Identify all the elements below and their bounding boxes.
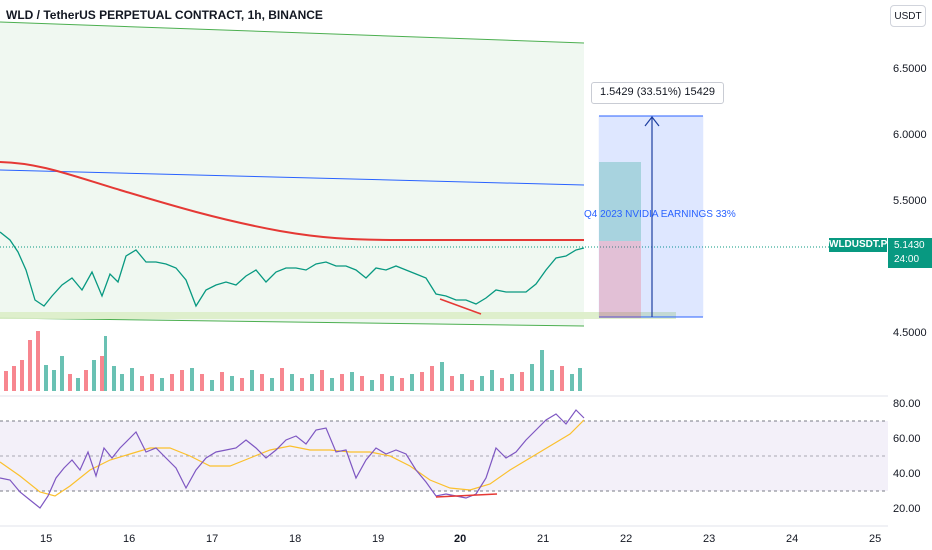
date-tick-18: 18 xyxy=(289,533,301,545)
price-tick-6-0: 6.0000 xyxy=(893,129,927,141)
regression-channel-fill xyxy=(0,22,584,326)
last-price-value: 5.1430 xyxy=(894,240,925,251)
lower-divergence-line[interactable] xyxy=(439,298,482,315)
date-tick-23: 23 xyxy=(703,533,715,545)
rsi-divergence-line[interactable] xyxy=(435,493,498,498)
rsi-tick-20: 20.00 xyxy=(893,503,921,515)
currency-button[interactable]: USDT xyxy=(890,5,926,27)
position-stop-zone[interactable] xyxy=(599,241,641,318)
channel-lower-line[interactable] xyxy=(0,317,585,327)
measure-box[interactable] xyxy=(598,115,704,318)
rsi-tick-80: 80.00 xyxy=(893,398,921,410)
rsi-tick-40: 40.00 xyxy=(893,468,921,480)
date-tick-21: 21 xyxy=(537,533,549,545)
date-tick-24: 24 xyxy=(786,533,798,545)
channel-upper-line[interactable] xyxy=(0,21,585,44)
moving-average-blue xyxy=(0,169,585,186)
chart-title: WLD / TetherUS PERPETUAL CONTRACT, 1h, B… xyxy=(6,8,323,22)
date-tick-22: 22 xyxy=(620,533,632,545)
rsi-ma-line xyxy=(0,419,585,497)
date-tick-15: 15 xyxy=(40,533,52,545)
position-target-zone[interactable] xyxy=(599,162,641,241)
bar-countdown: 24:00 xyxy=(894,254,920,265)
volume-bars xyxy=(4,331,582,391)
moving-average-red xyxy=(0,161,584,241)
measure-label[interactable]: 1.5429 (33.51%) 15429 xyxy=(591,82,724,104)
price-line-up xyxy=(0,231,585,308)
measure-arrow-head-icon xyxy=(644,116,660,127)
date-tick-17: 17 xyxy=(206,533,218,545)
date-tick-16: 16 xyxy=(123,533,135,545)
price-tick-4-5: 4.5000 xyxy=(893,327,927,339)
date-tick-19: 19 xyxy=(372,533,384,545)
rsi-tick-60: 60.00 xyxy=(893,433,921,445)
price-tick-6-5: 6.5000 xyxy=(893,63,927,75)
rsi-line xyxy=(0,409,585,509)
earnings-note[interactable]: Q4 2023 NVIDIA EARNINGS 33% xyxy=(584,209,736,220)
symbol-price-tag: WLDUSDT.P xyxy=(829,238,887,252)
last-price-tag: 5.1430 24:00 xyxy=(888,238,932,268)
price-tick-5-5: 5.5000 xyxy=(893,195,927,207)
support-zone[interactable] xyxy=(0,312,676,319)
date-tick-25: 25 xyxy=(869,533,881,545)
date-tick-20: 20 xyxy=(454,533,466,545)
